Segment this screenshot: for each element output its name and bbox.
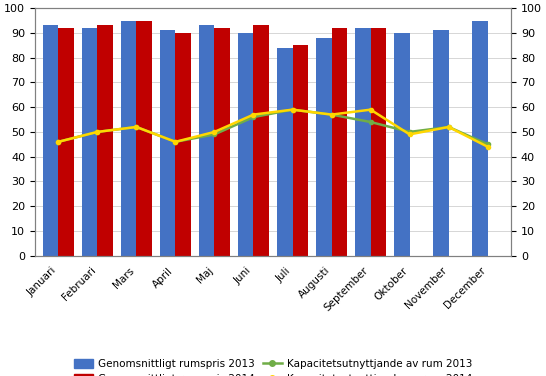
Bar (394, 33, 410, 256)
Bar (253, 26, 269, 256)
Bar (82, 28, 97, 256)
Bar (97, 26, 113, 256)
Bar (43, 26, 58, 256)
Bar (331, 28, 347, 256)
Bar (355, 28, 371, 256)
Bar (160, 30, 175, 256)
Bar (433, 30, 449, 256)
Bar (371, 28, 386, 256)
Bar (293, 45, 308, 256)
Bar (472, 21, 488, 256)
Bar (277, 48, 293, 256)
Bar (175, 33, 191, 256)
Bar (238, 33, 253, 256)
Bar (136, 21, 152, 256)
Bar (58, 28, 74, 256)
Bar (199, 26, 215, 256)
Bar (215, 28, 230, 256)
Legend: Genomsnittligt rumspris 2013, Genomsnittligt rumspris 2014, Kapacitetsutnyttjand: Genomsnittligt rumspris 2013, Genomsnitt… (70, 355, 476, 376)
Bar (121, 21, 136, 256)
Bar (316, 38, 331, 256)
